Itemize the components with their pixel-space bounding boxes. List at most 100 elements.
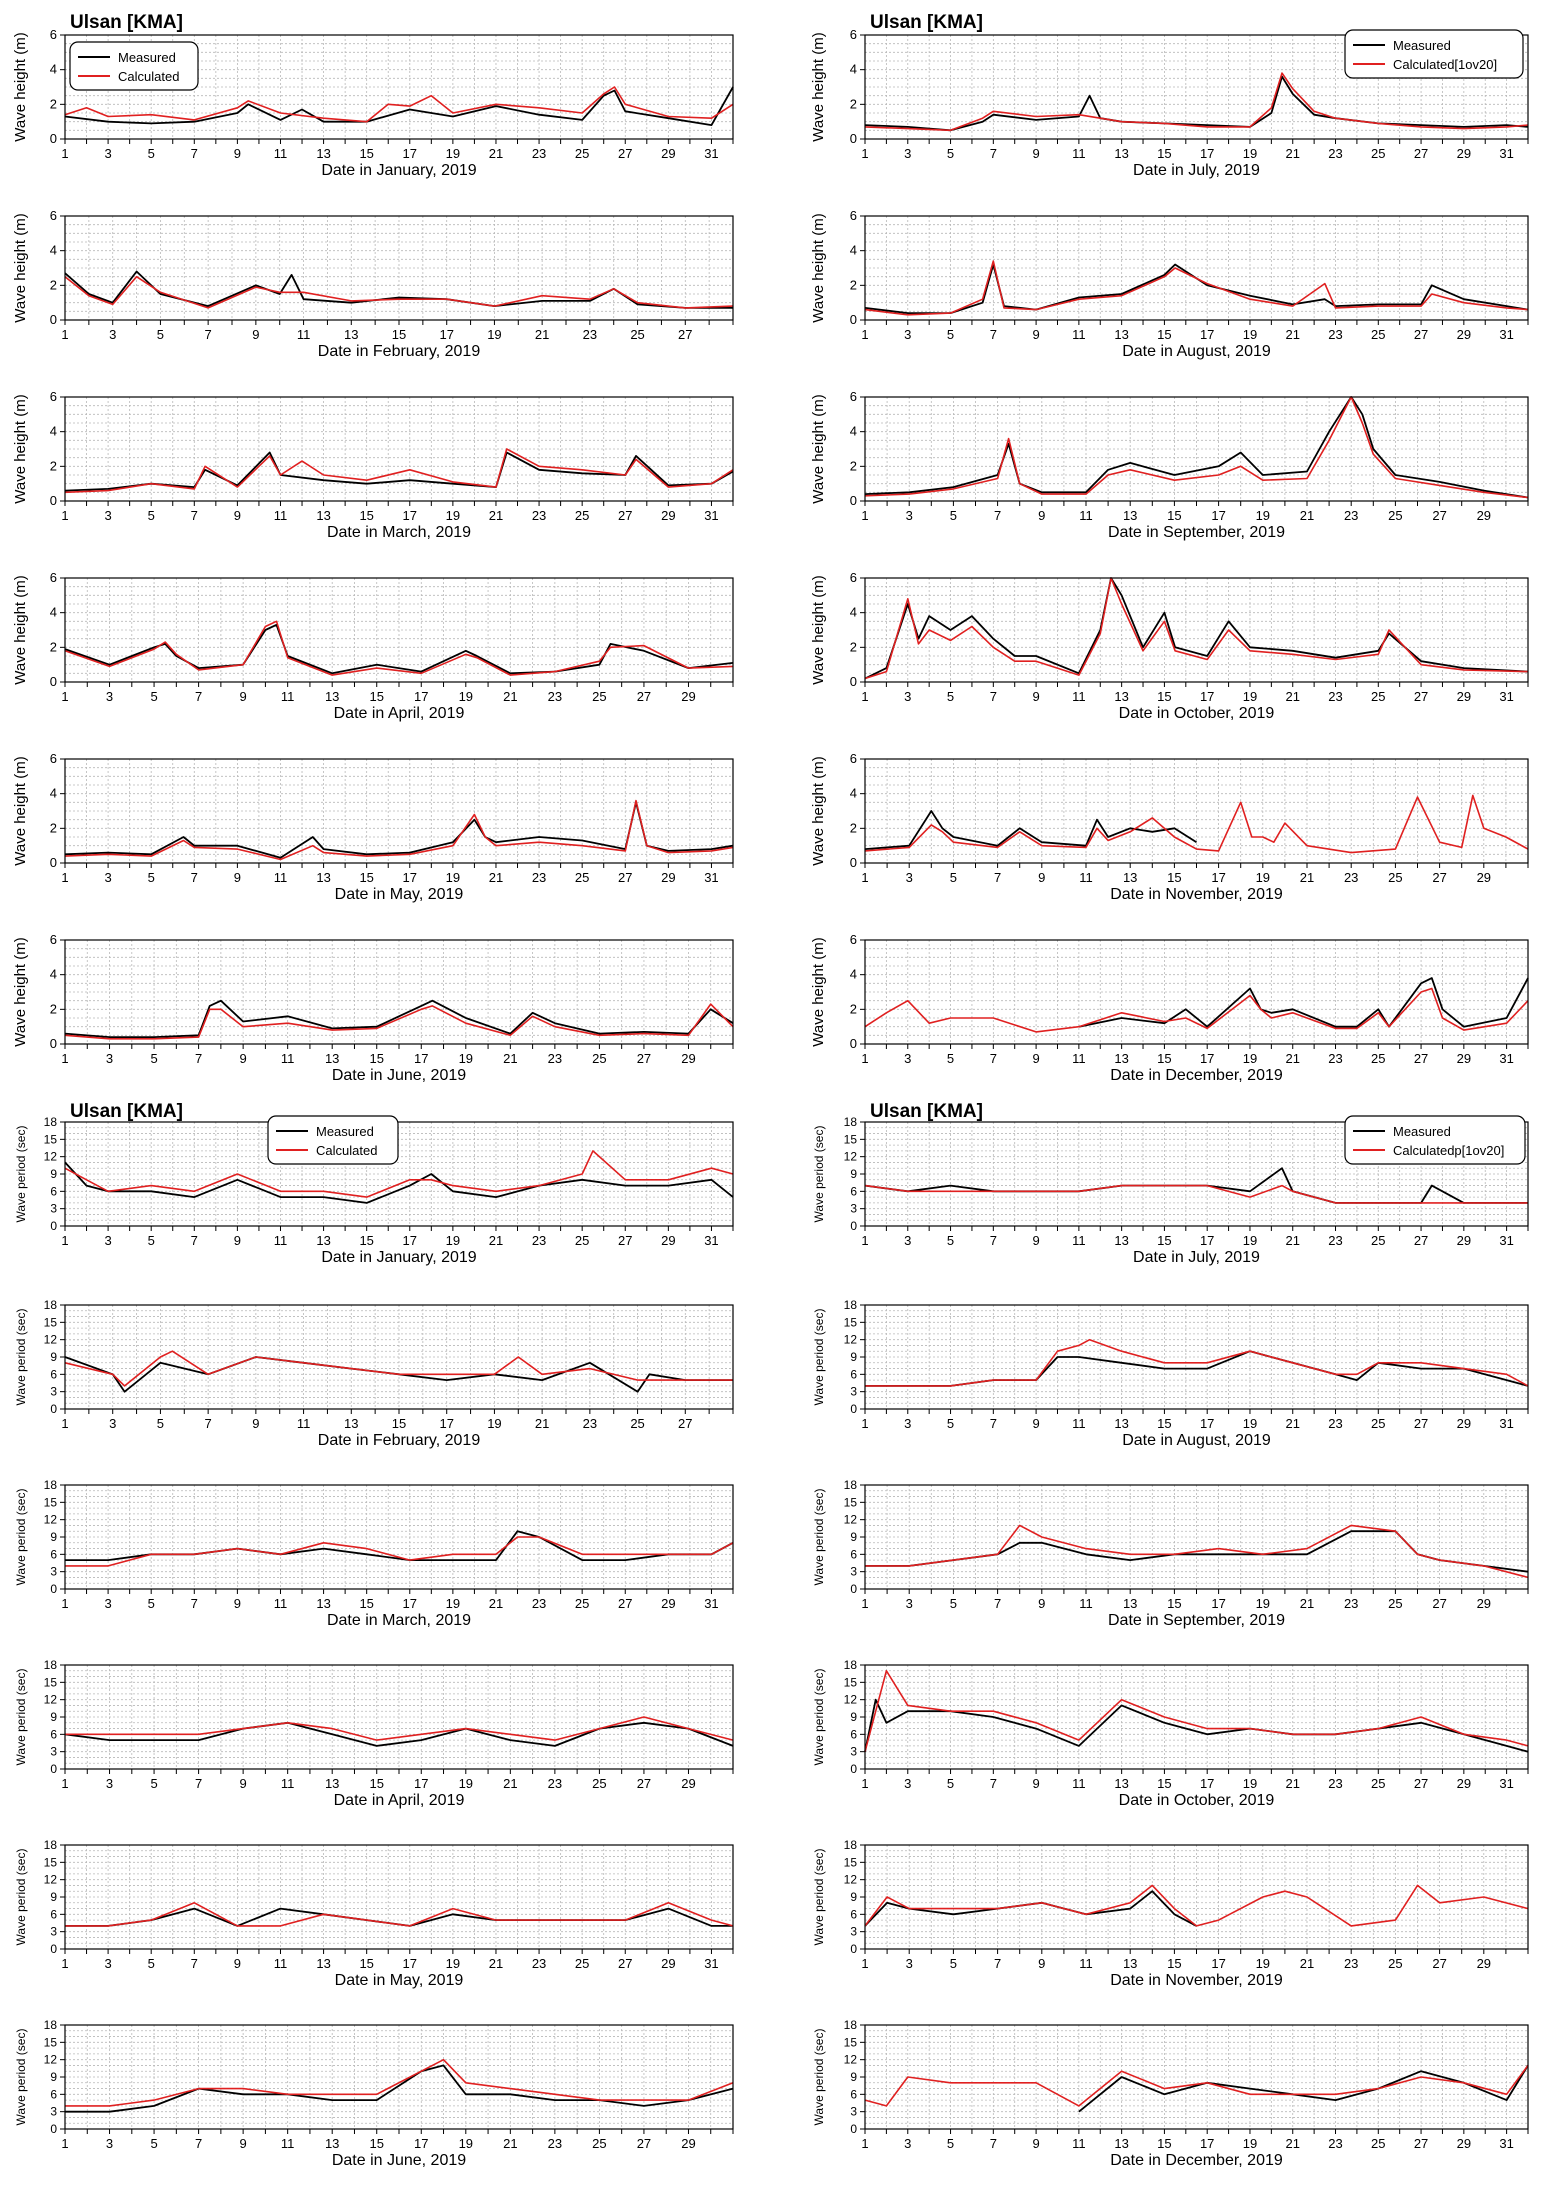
x-tick-label: 19 <box>1243 2136 1257 2151</box>
y-tick-label: 9 <box>50 1530 57 1544</box>
x-tick-label: 9 <box>234 1233 241 1248</box>
x-tick-label: 5 <box>947 2136 954 2151</box>
x-tick-label: 1 <box>861 508 868 523</box>
x-tick-label: 27 <box>1414 1233 1428 1248</box>
x-tick-label: 31 <box>704 1596 718 1611</box>
x-tick-label: 9 <box>1038 870 1045 885</box>
y-tick-label: 4 <box>50 424 57 439</box>
x-tick-label: 21 <box>1286 327 1300 342</box>
y-tick-label: 9 <box>50 1710 57 1724</box>
x-tick-label: 17 <box>403 1233 417 1248</box>
x-tick-label: 13 <box>325 1776 339 1791</box>
x-tick-label: 21 <box>1286 146 1300 161</box>
x-tick-label: 17 <box>439 1416 453 1431</box>
y-tick-label: 6 <box>50 2087 57 2101</box>
y-tick-label: 12 <box>844 1513 858 1527</box>
x-tick-label: 19 <box>446 1233 460 1248</box>
y-tick-label: 18 <box>44 1478 58 1492</box>
plot-frame <box>864 577 1529 683</box>
series-calculated-line <box>865 1338 1529 1387</box>
x-tick-label: 23 <box>1328 2136 1342 2151</box>
x-tick-label: 19 <box>1243 1776 1257 1791</box>
y-tick-label: 6 <box>50 1547 57 1561</box>
legend-calculated-label: Calculated <box>118 69 179 84</box>
series-calculated-line <box>864 1884 1529 1927</box>
x-tick-label: 23 <box>548 1051 562 1066</box>
x-tick-label: 27 <box>678 327 692 342</box>
y-tick-label: 15 <box>844 1855 858 1869</box>
plot-frame <box>64 1664 734 1770</box>
x-tick-label: 31 <box>1499 1051 1513 1066</box>
x-tick-label: 25 <box>1371 1416 1385 1431</box>
x-tick-label: 3 <box>904 1051 911 1066</box>
x-tick-label: 13 <box>1114 689 1128 704</box>
y-tick-label: 6 <box>850 1367 857 1381</box>
x-tick-label: 27 <box>637 1776 651 1791</box>
x-tick-label: 5 <box>148 1596 155 1611</box>
x-tick-label: 31 <box>704 1233 718 1248</box>
x-tick-label: 9 <box>1032 2136 1039 2151</box>
x-tick-label: 25 <box>1371 1051 1385 1066</box>
series-calculated-line <box>64 1350 733 1387</box>
y-tick-label: 6 <box>850 1727 857 1741</box>
x-tick-label: 5 <box>950 1596 957 1611</box>
x-tick-label: 11 <box>1079 508 1093 523</box>
y-tick-label: 4 <box>850 967 857 982</box>
x-tick-label: 19 <box>1243 327 1257 342</box>
y-tick-label: 6 <box>850 1547 857 1561</box>
x-axis-label: Date in July, 2019 <box>1133 162 1260 179</box>
y-tick-label: 2 <box>850 1001 857 1016</box>
legend: Measured Calculated <box>69 41 199 91</box>
x-tick-label: 15 <box>1157 327 1171 342</box>
x-tick-label: 29 <box>1457 1776 1471 1791</box>
series-calculated-line <box>64 799 734 861</box>
x-tick-label: 3 <box>904 1776 911 1791</box>
x-tick-label: 1 <box>861 2136 868 2151</box>
x-tick-label: 5 <box>150 1776 157 1791</box>
x-tick-label: 17 <box>1200 689 1214 704</box>
x-tick-label: 11 <box>1072 1051 1086 1066</box>
x-tick-label: 17 <box>414 1051 428 1066</box>
plot-frame <box>864 758 1529 864</box>
y-tick-label: 18 <box>844 1478 858 1492</box>
x-tick-label: 13 <box>1123 1596 1137 1611</box>
y-tick-label: 0 <box>50 2122 57 2136</box>
x-tick-label: 25 <box>1371 2136 1385 2151</box>
x-tick-label: 9 <box>240 689 247 704</box>
x-tick-label: 21 <box>1300 870 1314 885</box>
y-axis-label: Wave period (sec) <box>14 1849 28 1946</box>
series-measured-line <box>864 1698 1529 1753</box>
y-tick-label: 2 <box>50 1001 57 1016</box>
x-tick-label: 27 <box>1414 327 1428 342</box>
x-tick-label: 1 <box>61 1233 68 1248</box>
x-tick-label: 13 <box>1114 1776 1128 1791</box>
y-tick-label: 4 <box>50 605 57 620</box>
x-tick-label: 13 <box>316 146 330 161</box>
y-tick-label: 9 <box>50 2070 57 2084</box>
y-tick-label: 3 <box>50 2105 57 2119</box>
x-tick-label: 7 <box>191 146 198 161</box>
x-axis-label: Date in November, 2019 <box>1110 1972 1283 1989</box>
x-tick-label: 3 <box>904 1416 911 1431</box>
plot-frame <box>864 1304 1529 1410</box>
x-tick-label: 11 <box>1079 870 1093 885</box>
x-tick-label: 21 <box>503 1051 517 1066</box>
x-tick-label: 17 <box>403 508 417 523</box>
plot-frame <box>864 2024 1529 2130</box>
x-tick-label: 1 <box>61 2136 68 2151</box>
x-tick-label: 7 <box>195 1051 202 1066</box>
series-measured-line <box>864 263 1529 315</box>
x-tick-label: 15 <box>1157 2136 1171 2151</box>
x-tick-label: 7 <box>195 689 202 704</box>
y-tick-label: 0 <box>850 1219 857 1233</box>
plot-frame <box>64 1121 734 1227</box>
y-tick-label: 12 <box>44 1333 58 1347</box>
x-tick-label: 9 <box>234 1596 241 1611</box>
x-tick-label: 23 <box>532 1956 546 1971</box>
y-axis-label: Wave height (m) <box>12 213 29 322</box>
x-tick-label: 27 <box>618 1233 632 1248</box>
